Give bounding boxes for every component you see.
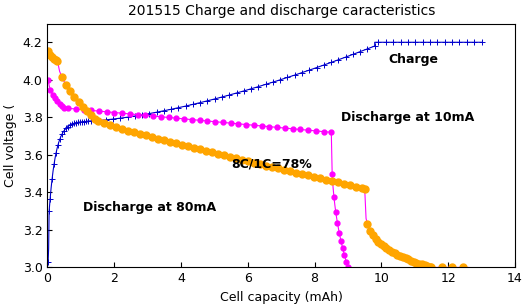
Title: 201515 Charge and discharge caracteristics: 201515 Charge and discharge caracteristi… (128, 4, 435, 18)
Y-axis label: Cell voltage (: Cell voltage ( (4, 104, 17, 187)
X-axis label: Cell capacity (mAh): Cell capacity (mAh) (220, 291, 343, 304)
Text: Discharge at 80mA: Discharge at 80mA (83, 201, 216, 214)
Text: 8C/1C=78%: 8C/1C=78% (231, 158, 312, 171)
Text: Charge: Charge (388, 53, 438, 66)
Text: Discharge at 10mA: Discharge at 10mA (341, 111, 475, 124)
